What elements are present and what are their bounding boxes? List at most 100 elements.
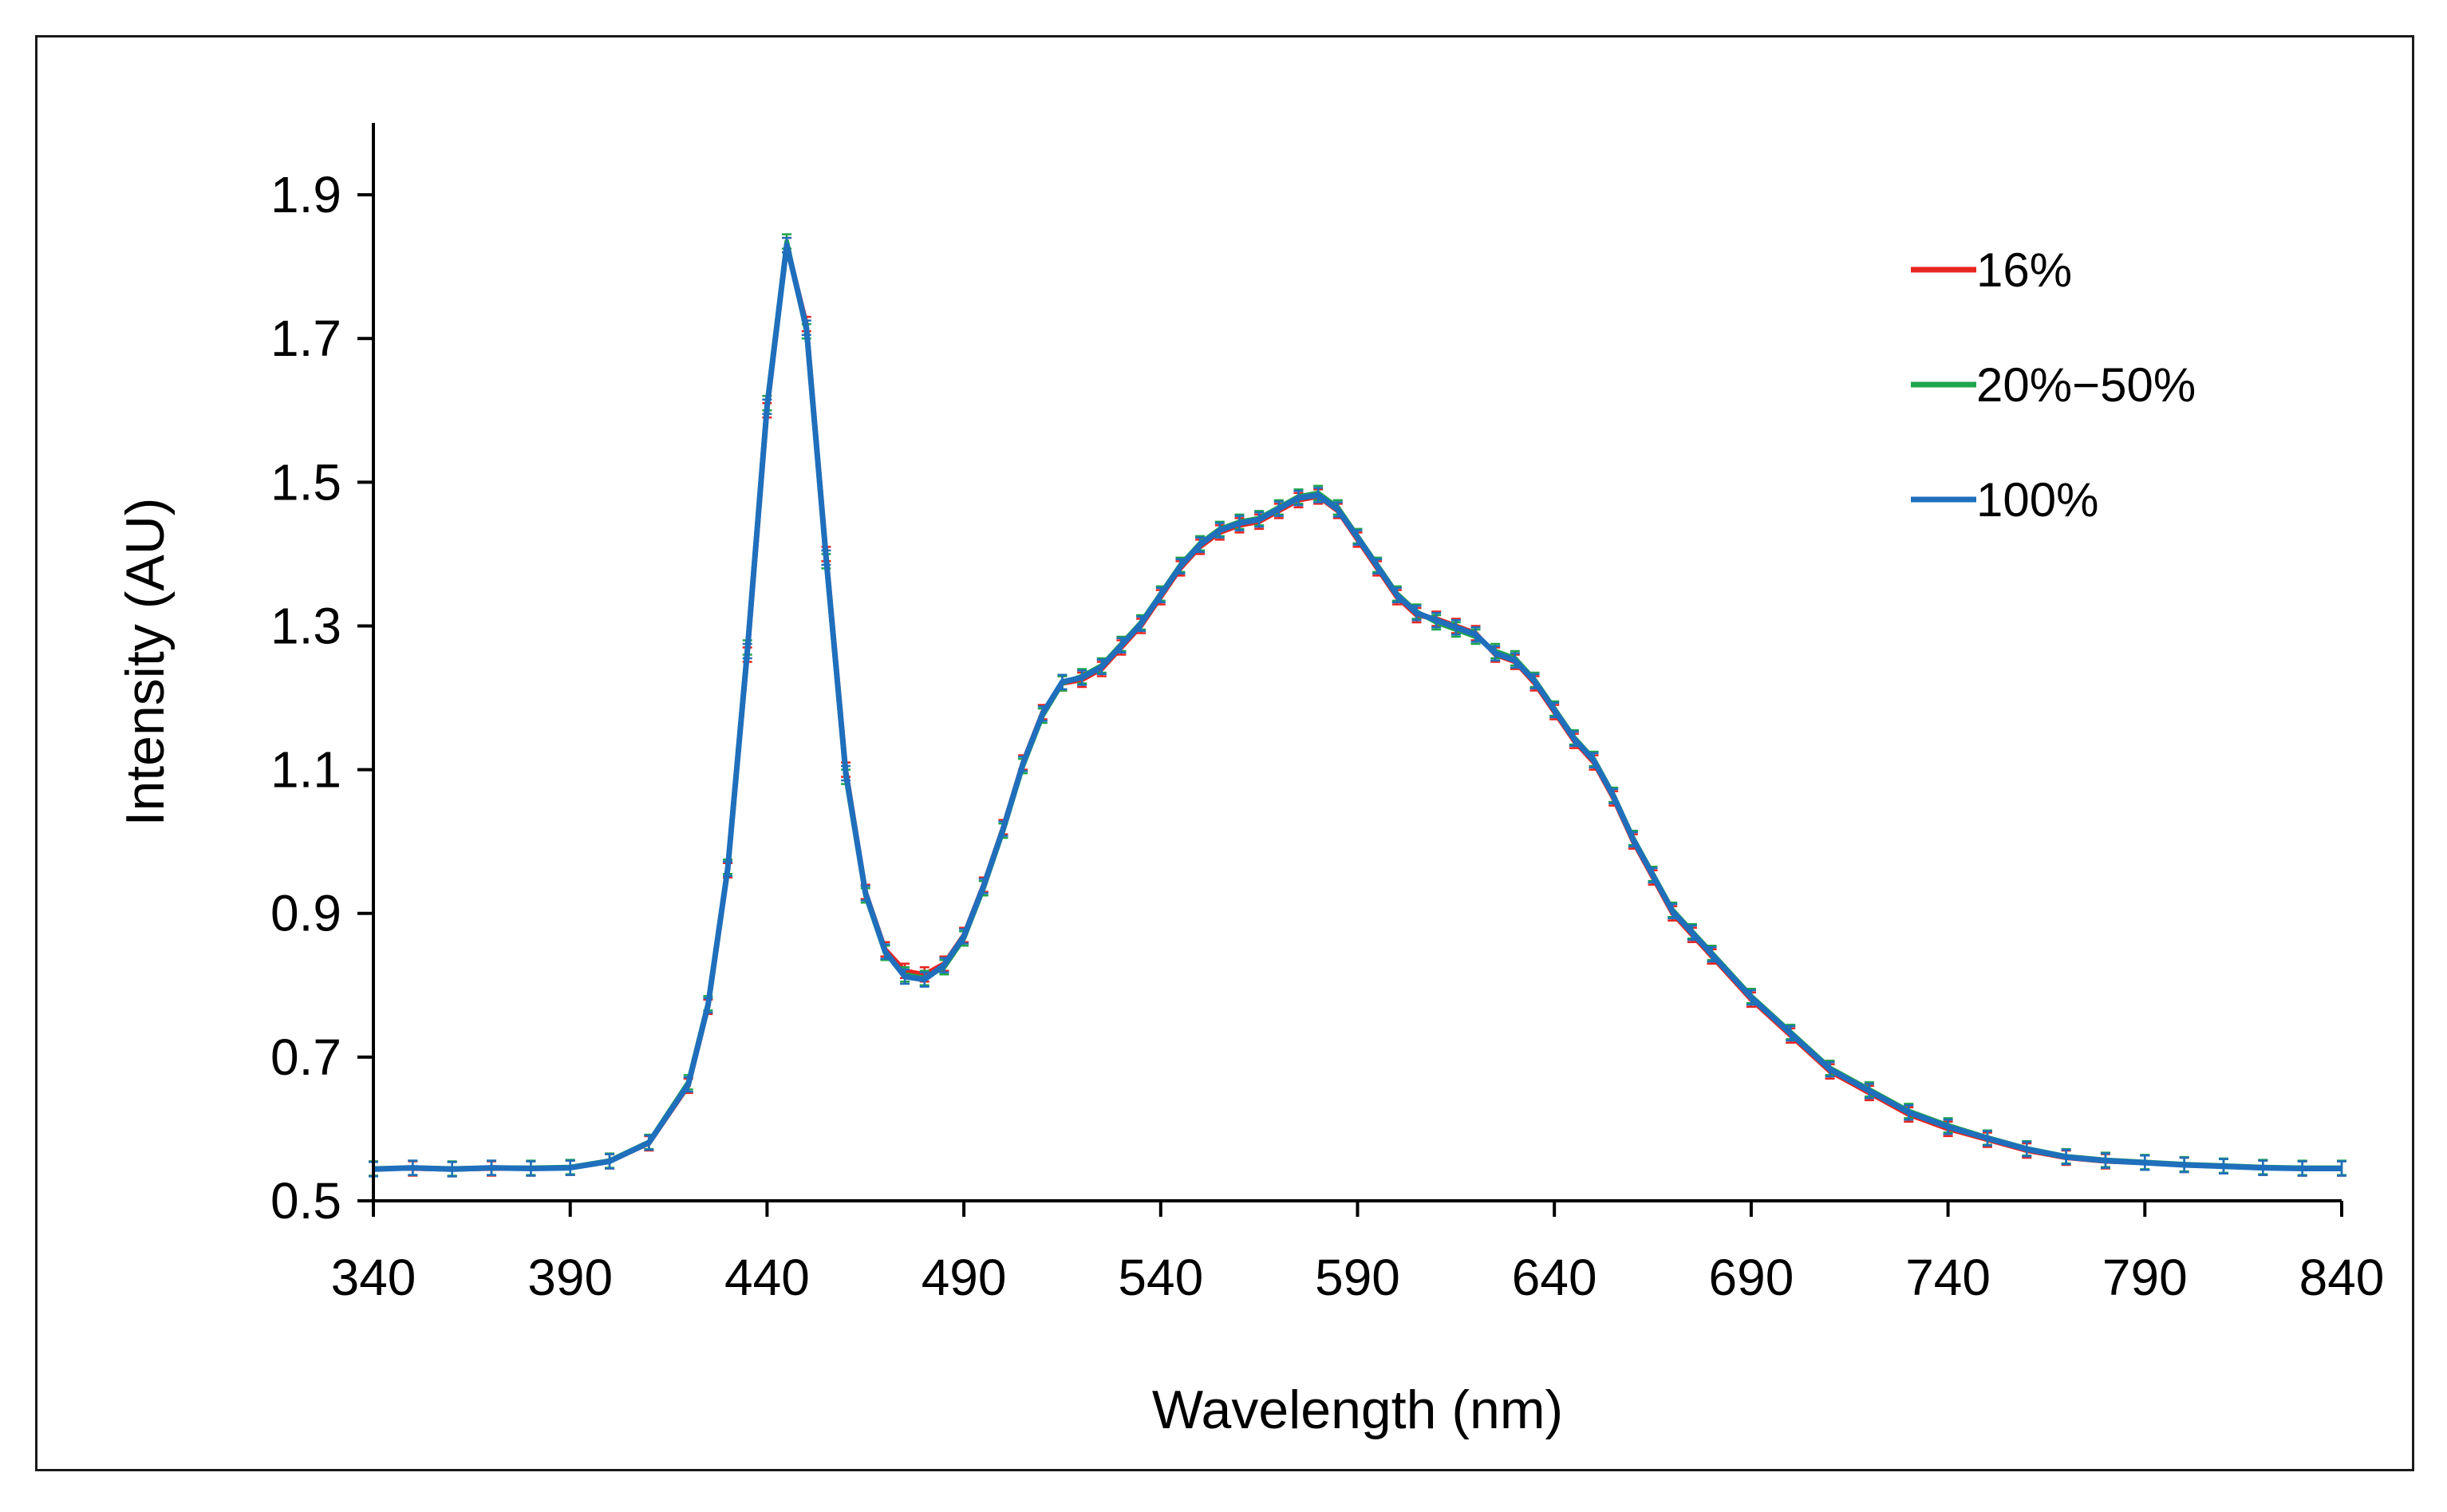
error-bar bbox=[900, 968, 910, 985]
error-bar bbox=[1116, 637, 1127, 654]
error-bar bbox=[2337, 1160, 2346, 1177]
error-bar bbox=[1018, 756, 1028, 772]
error-bar bbox=[1254, 511, 1265, 528]
error-bar bbox=[1943, 1118, 1953, 1135]
x-tick-label: 440 bbox=[724, 1249, 810, 1306]
error-bar bbox=[1234, 515, 1245, 531]
error-bar bbox=[605, 1153, 615, 1170]
error-bar bbox=[880, 943, 890, 960]
error-bar bbox=[703, 997, 713, 1014]
error-bar bbox=[1293, 489, 1304, 507]
series-2 bbox=[369, 236, 2346, 1178]
error-bar bbox=[2022, 1140, 2032, 1158]
legend-label: 100% bbox=[1976, 473, 2098, 527]
error-bar bbox=[1057, 673, 1068, 690]
x-tick-label: 790 bbox=[2102, 1249, 2188, 1306]
legend-label: 20%−50% bbox=[1976, 358, 2196, 412]
y-tick-label: 1.7 bbox=[270, 310, 341, 367]
y-tick-label: 0.5 bbox=[270, 1172, 341, 1230]
error-bar bbox=[841, 764, 851, 782]
error-bar bbox=[1529, 673, 1540, 690]
legend-item: 20%−50% bbox=[1911, 358, 2196, 412]
error-bar bbox=[1470, 626, 1481, 643]
x-tick-label: 740 bbox=[1905, 1249, 1991, 1306]
error-bar bbox=[1490, 645, 1501, 661]
error-bar bbox=[1411, 605, 1422, 622]
error-bar bbox=[978, 878, 989, 894]
error-bar bbox=[1313, 487, 1324, 503]
x-tick-label: 640 bbox=[1512, 1249, 1597, 1306]
error-bar bbox=[1195, 536, 1206, 553]
error-bar bbox=[1589, 752, 1599, 769]
error-bar bbox=[408, 1159, 418, 1176]
x-tick-label: 340 bbox=[331, 1249, 416, 1306]
y-tick-label: 0.9 bbox=[270, 885, 341, 942]
error-bar bbox=[1668, 902, 1678, 920]
y-tick-label: 1.5 bbox=[270, 453, 341, 511]
error-bar bbox=[939, 957, 949, 973]
error-bar bbox=[782, 236, 792, 254]
error-bar bbox=[1155, 586, 1166, 603]
error-bar bbox=[821, 549, 831, 567]
error-bar bbox=[1372, 558, 1383, 574]
legend: 16% 20%−50% 100% bbox=[1911, 243, 2196, 527]
legend-item: 16% bbox=[1911, 243, 2072, 297]
x-axis-title: Wavelength (nm) bbox=[1152, 1380, 1563, 1440]
error-bar bbox=[2258, 1159, 2268, 1176]
error-bar bbox=[2140, 1155, 2150, 1171]
error-bar bbox=[1037, 705, 1048, 722]
error-bar bbox=[526, 1160, 536, 1177]
x-tick-label: 390 bbox=[527, 1249, 613, 1306]
error-bar bbox=[683, 1076, 693, 1093]
y-axis-title: Intensity (AU) bbox=[115, 498, 176, 827]
error-bar bbox=[565, 1159, 575, 1176]
x-tick-label: 690 bbox=[1709, 1249, 1794, 1306]
error-bar bbox=[919, 971, 929, 988]
series-layer bbox=[369, 233, 2346, 1178]
x-tick-label: 590 bbox=[1315, 1249, 1400, 1306]
error-bar bbox=[998, 820, 1008, 837]
legend-label: 16% bbox=[1976, 243, 2072, 297]
error-bar bbox=[762, 398, 772, 416]
error-bar bbox=[1431, 612, 1442, 629]
y-tick-label: 1.1 bbox=[270, 741, 341, 799]
error-bar bbox=[2218, 1158, 2228, 1175]
error-bar bbox=[487, 1159, 497, 1176]
error-bar bbox=[1549, 701, 1560, 719]
error-bar bbox=[1864, 1082, 1874, 1099]
error-bar bbox=[1332, 501, 1343, 518]
error-bar bbox=[1273, 500, 1284, 517]
x-tick-label: 840 bbox=[2299, 1249, 2385, 1306]
y-ticks: 0.5 0.7 0.9 1.1 1.3 1.5 1.7 1.9 bbox=[270, 166, 373, 1230]
figure-frame bbox=[35, 35, 2414, 1471]
error-bar bbox=[742, 642, 752, 660]
error-bar bbox=[1982, 1130, 1992, 1147]
y-tick-label: 1.3 bbox=[270, 597, 341, 654]
x-tick-label: 490 bbox=[922, 1249, 1007, 1306]
error-bar bbox=[2061, 1148, 2071, 1166]
error-bar bbox=[1391, 586, 1402, 603]
error-bar bbox=[1214, 522, 1225, 539]
error-bar bbox=[1077, 669, 1087, 686]
error-bar bbox=[1096, 658, 1107, 676]
y-tick-label: 1.9 bbox=[270, 166, 341, 223]
y-tick-label: 0.7 bbox=[270, 1028, 341, 1086]
error-bar bbox=[1687, 924, 1697, 942]
error-bar bbox=[1786, 1024, 1796, 1042]
error-bar bbox=[1608, 788, 1619, 805]
error-bar bbox=[1136, 615, 1147, 633]
x-tick-label: 540 bbox=[1118, 1249, 1203, 1306]
error-bar bbox=[1450, 619, 1461, 636]
error-bar bbox=[1175, 558, 1186, 574]
error-bar bbox=[1569, 730, 1579, 748]
error-bar bbox=[1825, 1060, 1835, 1078]
error-bar bbox=[1746, 989, 1756, 1006]
error-bar bbox=[1628, 831, 1638, 848]
error-bar bbox=[2100, 1152, 2110, 1169]
error-bar bbox=[1648, 867, 1658, 884]
error-bar bbox=[1707, 945, 1717, 963]
error-bar bbox=[959, 928, 969, 945]
error-bar bbox=[644, 1134, 654, 1151]
error-bar bbox=[860, 885, 870, 902]
